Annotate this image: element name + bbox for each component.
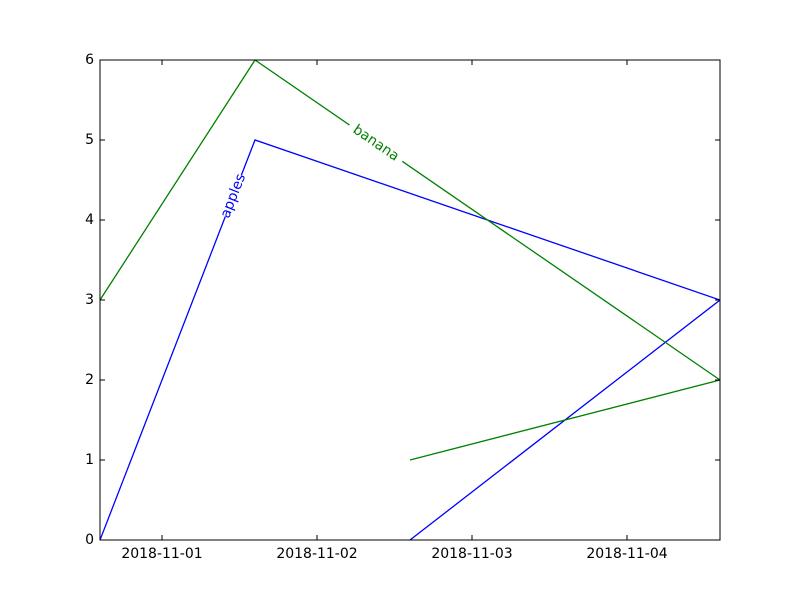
x-tick-label: 2018-11-03 (431, 546, 512, 562)
series-label-gap-apples (222, 174, 245, 218)
y-tick-label: 2 (85, 372, 94, 388)
series-line-banana (100, 60, 720, 461)
y-tick-label: 3 (85, 292, 94, 308)
y-tick-label: 4 (85, 212, 94, 228)
y-tick-label: 0 (85, 532, 94, 548)
x-tick-label: 2018-11-04 (586, 546, 667, 562)
series-label-gap-banana (347, 122, 404, 164)
tick-layer: 0 1 2 3 4 5 6 2018-11-01 2018-11-02 2018-11-03 201… (85, 52, 720, 562)
y-tick-label: 1 (85, 452, 94, 468)
x-tick-label: 2018-11-02 (276, 546, 357, 562)
y-tick-label: 6 (85, 52, 94, 68)
x-tick-label: 2018-11-01 (121, 546, 202, 562)
y-tick-label: 5 (85, 132, 94, 148)
